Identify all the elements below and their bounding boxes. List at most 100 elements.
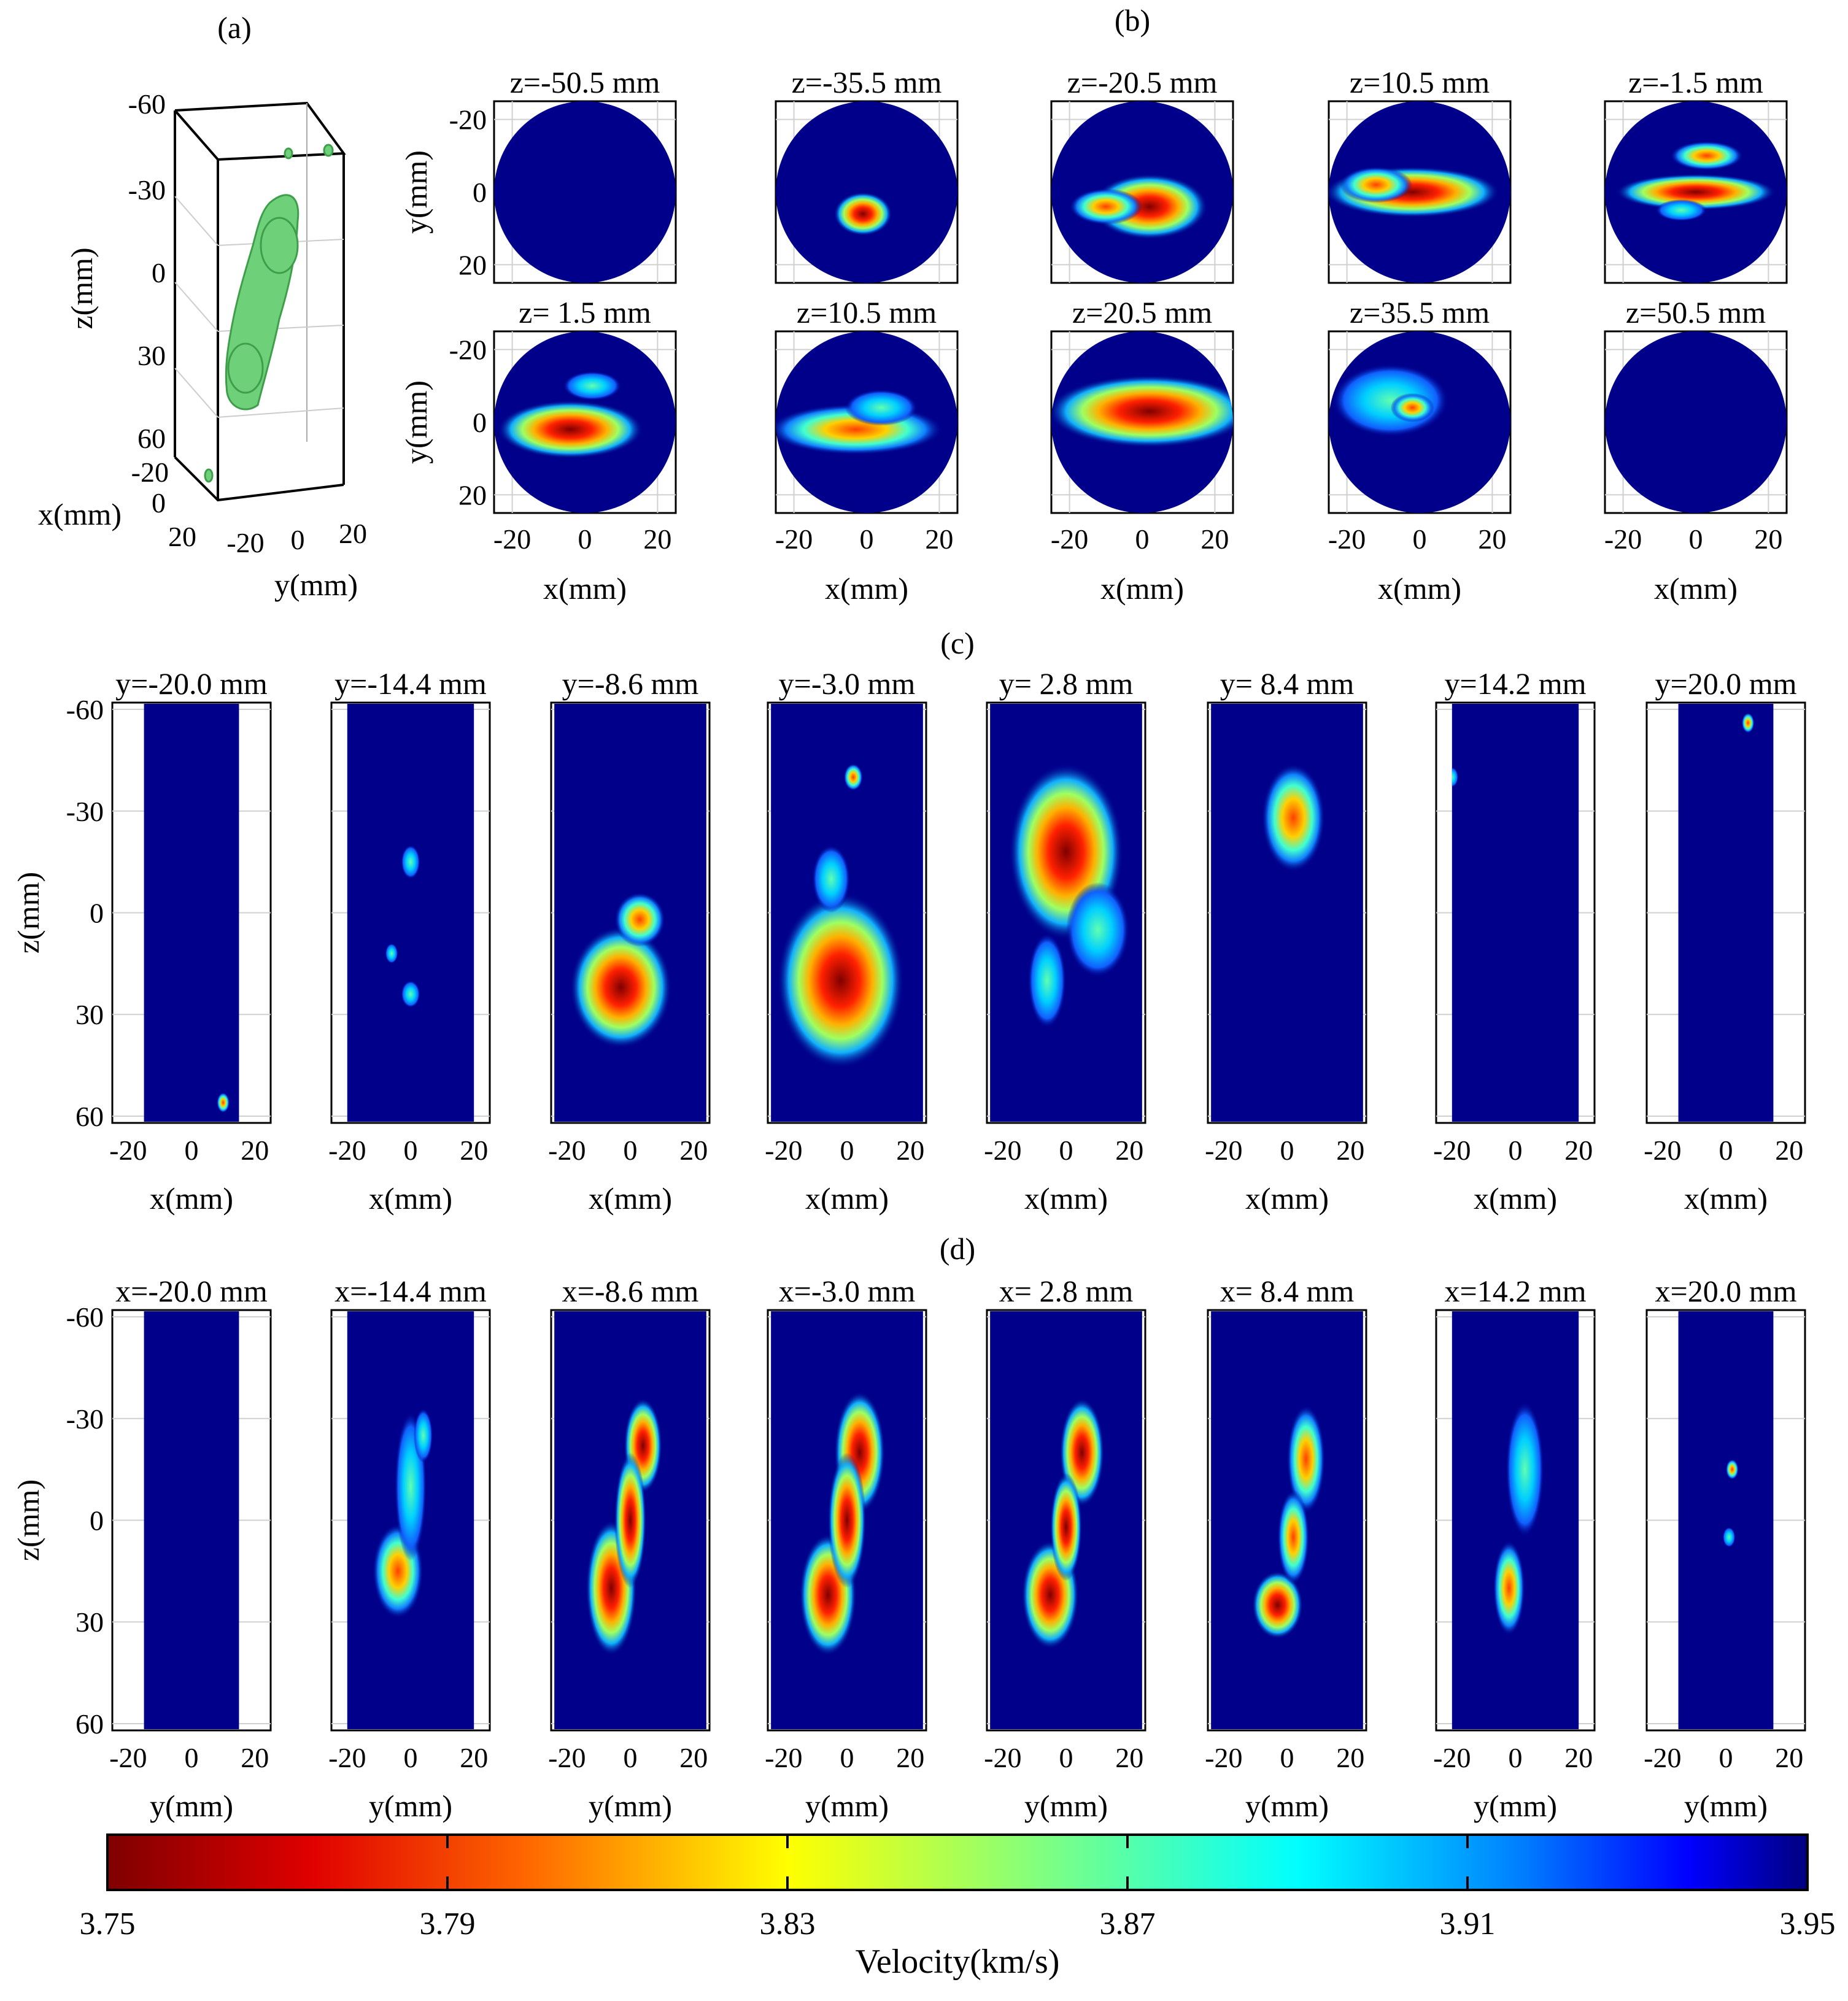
x-tick-label: 0 — [185, 1742, 199, 1773]
x-tick-label: -20 — [493, 523, 531, 555]
x-tick-label: -20 — [765, 1135, 802, 1166]
anomaly-blob — [614, 892, 665, 947]
slice-title: z=-20.5 mm — [1067, 65, 1218, 99]
anomaly-layer — [777, 763, 904, 1069]
panel-a-z-tick: 60 — [137, 423, 166, 454]
slice-title: z=50.5 mm — [1626, 295, 1766, 330]
x-tick-label: 0 — [1509, 1135, 1523, 1166]
panel-a-y-tick: 0 — [291, 524, 305, 555]
anomaly-blob — [828, 1452, 866, 1588]
x-tick-label: 20 — [241, 1135, 269, 1166]
slice-plot: x=20.0 mm -20 0 20y(mm) — [1644, 1274, 1806, 1823]
anomaly-blob — [845, 389, 918, 426]
colorbar-tick-label: 3.83 — [760, 1907, 816, 1941]
panel-a-ylabel: y(mm) — [274, 568, 358, 602]
slice-plot: y=-14.4 mm -20 0 20 x(mm) — [328, 666, 491, 1216]
x-tick-label: 0 — [1059, 1135, 1073, 1166]
x-tick-label: -20 — [328, 1135, 366, 1166]
x-tick-label: 20 — [1564, 1742, 1593, 1773]
slice-title: y= 2.8 mm — [999, 666, 1134, 701]
slice-plot: y=20.0 mm -20 0 20x(mm) — [1644, 666, 1806, 1216]
x-tick-label: 0 — [624, 1135, 638, 1166]
y-tick-label: 20 — [458, 479, 487, 511]
slice-plot: x=-20.0 mm -60 -30 0 30 60 z(mm) -20 0 20 y(mm) — [11, 1274, 272, 1823]
anomaly-layer — [1493, 1401, 1544, 1636]
z-slice-plot: z=-50.5 mm -20 0 20 y(mm) — [399, 65, 677, 284]
anomaly-blob — [833, 192, 892, 236]
slice-title: y=20.0 mm — [1655, 666, 1797, 701]
x-axis-label: x(mm) — [1474, 1181, 1557, 1216]
x-tick-label: 0 — [185, 1135, 199, 1166]
anomaly-layer — [1741, 712, 1755, 733]
x-tick-label: 20 — [1775, 1135, 1803, 1166]
x-axis-label: x(mm) — [589, 1181, 672, 1216]
x-axis-label: x(mm) — [1100, 571, 1184, 606]
slice-plot: y= 8.4 mm -20 0 20x(mm) — [1205, 666, 1367, 1216]
x-tick-label: 20 — [1775, 1742, 1803, 1773]
anomaly-layer — [1252, 1405, 1325, 1639]
anomaly-blob — [1741, 712, 1755, 733]
slice-plot: y=14.2 mm -20 0 20x(mm) — [1433, 666, 1596, 1216]
anomaly-layer — [217, 1092, 230, 1113]
x-tick-label: 20 — [679, 1135, 708, 1166]
x-tick-label: -20 — [1644, 1742, 1681, 1773]
x-tick-label: 0 — [840, 1135, 854, 1166]
anomaly-layer — [1009, 763, 1130, 1028]
anomaly-layer — [1332, 364, 1449, 437]
x-tick-label: 20 — [241, 1742, 269, 1773]
panel-a-z-tick: -30 — [128, 174, 166, 206]
slice-title: x= 8.4 mm — [1220, 1274, 1355, 1308]
x-tick-label: 20 — [1478, 523, 1506, 555]
velocity-field — [144, 1311, 239, 1729]
x-axis-label: y(mm) — [589, 1789, 672, 1823]
anomaly-blob — [1506, 1401, 1544, 1538]
velocity-field — [1452, 704, 1579, 1122]
slice-plot: x=14.2 mm -20 0 20y(mm) — [1433, 1274, 1596, 1823]
anomaly-blob — [1066, 882, 1130, 977]
x-tick-label: 0 — [404, 1135, 418, 1166]
slice-title: y=14.2 mm — [1445, 666, 1587, 701]
panel-a-z-tick: -60 — [128, 88, 166, 120]
isosurface-body — [204, 144, 334, 483]
anomaly-layer — [385, 845, 420, 1008]
x-axis-label: x(mm) — [369, 1181, 452, 1216]
x-tick-label: 20 — [643, 523, 671, 555]
panel-a-z-tick: 30 — [137, 340, 166, 371]
slice-plot: x=-14.4 mm -20 0 20 y(mm) — [328, 1274, 491, 1823]
anomaly-blob — [414, 1408, 433, 1463]
anomaly-blob — [1722, 1527, 1736, 1548]
x-axis-label: x(mm) — [825, 571, 908, 606]
panel-a-xlabel: x(mm) — [38, 497, 122, 531]
anomaly-blob — [401, 980, 420, 1008]
x-axis-label: x(mm) — [1378, 571, 1461, 606]
z-slice-plot: z=-20.5 mm — [1050, 65, 1234, 284]
x-tick-label: -20 — [548, 1135, 586, 1166]
slice-title: y= 8.4 mm — [1220, 666, 1355, 701]
y-tick-label: 0 — [473, 407, 487, 438]
velocity-field — [347, 704, 474, 1122]
x-axis-label: x(mm) — [805, 1181, 889, 1216]
slice-plot: x=-8.6 mm -20 0 20y(mm) — [548, 1274, 711, 1823]
anomaly-layer — [1452, 766, 1459, 788]
z-tick-label: 30 — [75, 1606, 104, 1638]
x-tick-label: 20 — [1336, 1135, 1364, 1166]
y-tick-label: -20 — [449, 104, 487, 136]
slice-title: y=-14.4 mm — [334, 666, 487, 701]
x-tick-label: 0 — [860, 523, 874, 555]
panel-a-zlabel: z(mm) — [64, 247, 99, 329]
slice-title: z=35.5 mm — [1350, 295, 1490, 330]
anomaly-blob — [1452, 766, 1459, 788]
x-tick-label: 0 — [1509, 1742, 1523, 1773]
anomaly-blob — [217, 1092, 230, 1113]
anomaly-blob — [563, 371, 622, 401]
colorbar-tick-label: 3.91 — [1440, 1907, 1496, 1941]
x-axis-label: y(mm) — [1245, 1789, 1329, 1823]
anomaly-blob — [1339, 166, 1413, 203]
slice-title: x=14.2 mm — [1445, 1274, 1587, 1308]
z-tick-label: -30 — [66, 796, 104, 827]
slice-title: x=-8.6 mm — [562, 1274, 699, 1308]
x-tick-label: 20 — [1564, 1135, 1593, 1166]
slice-title: z=-50.5 mm — [510, 65, 660, 99]
slice-title: x=20.0 mm — [1655, 1274, 1797, 1308]
